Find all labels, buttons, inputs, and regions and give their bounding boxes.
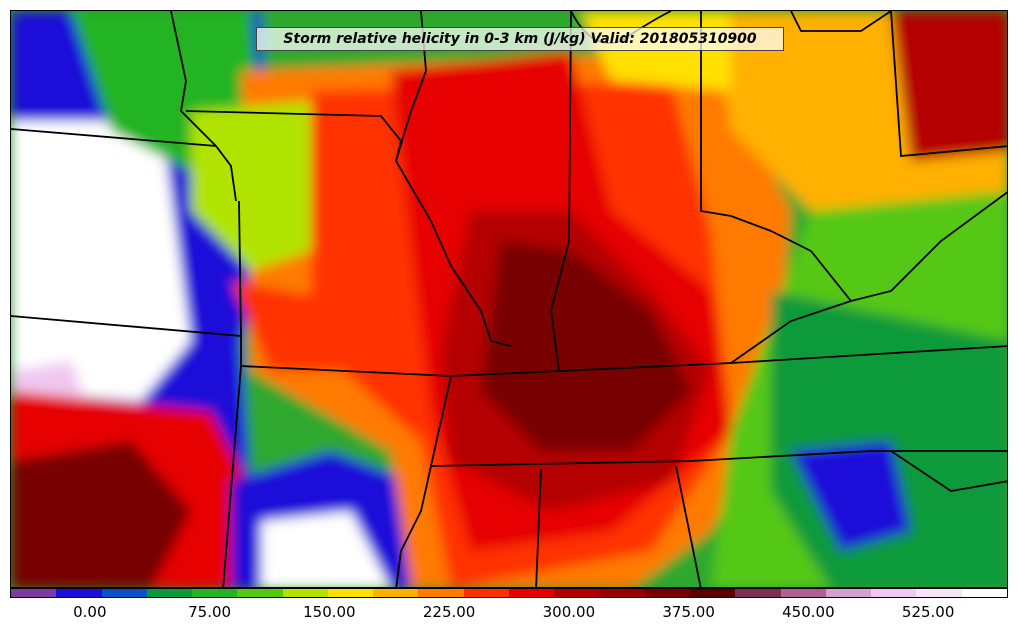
map-panel: Storm relative helicity in 0-3 km (J/kg)… [10,10,1008,588]
colorbar-swatch [780,589,826,597]
colorbar-swatch [192,589,238,597]
colorbar-tick-label: 375.00 [662,603,715,621]
colorbar-tick-label: 0.00 [73,603,107,621]
colorbar-tick-label: 75.00 [188,603,232,621]
colorbar-swatch [463,589,509,597]
helicity-field [11,11,1007,587]
colorbar-swatch [916,589,962,597]
colorbar-tick-label: 225.00 [422,603,476,621]
colorbar-swatch [101,589,147,597]
colorbar-swatch [689,589,736,597]
colorbar-swatch [644,589,690,597]
colorbar-swatch [237,589,283,597]
colorbar-swatch [56,589,102,597]
colorbar-ticks: 0.00 75.00 150.00 225.00 300.00 375.00 450.00 5… [0,600,1018,630]
colorbar-tick-label: 450.00 [782,603,835,621]
helicity-map [11,11,1007,587]
colorbar-swatch [418,589,464,597]
colorbar-swatch [373,589,419,597]
colorbar-swatch [735,589,781,597]
colorbar-swatch [825,589,872,597]
map-title: Storm relative helicity in 0-3 km (J/kg)… [256,27,784,51]
colorbar-tick-label: 150.00 [303,603,356,621]
colorbar-swatch [11,589,57,597]
colorbar-swatch [508,589,555,597]
colorbar-tick-label: 300.00 [542,603,596,621]
colorbar-swatch [599,589,645,597]
colorbar-swatch [327,589,374,597]
colorbar [10,588,1008,598]
colorbar-swatch [282,589,328,597]
colorbar-tick-label: 525.00 [901,603,955,621]
colorbar-swatch [961,589,1007,597]
colorbar-swatch [871,589,917,597]
colorbar-swatch [146,589,193,597]
state-borders [11,11,1007,587]
colorbar-swatch [554,589,600,597]
